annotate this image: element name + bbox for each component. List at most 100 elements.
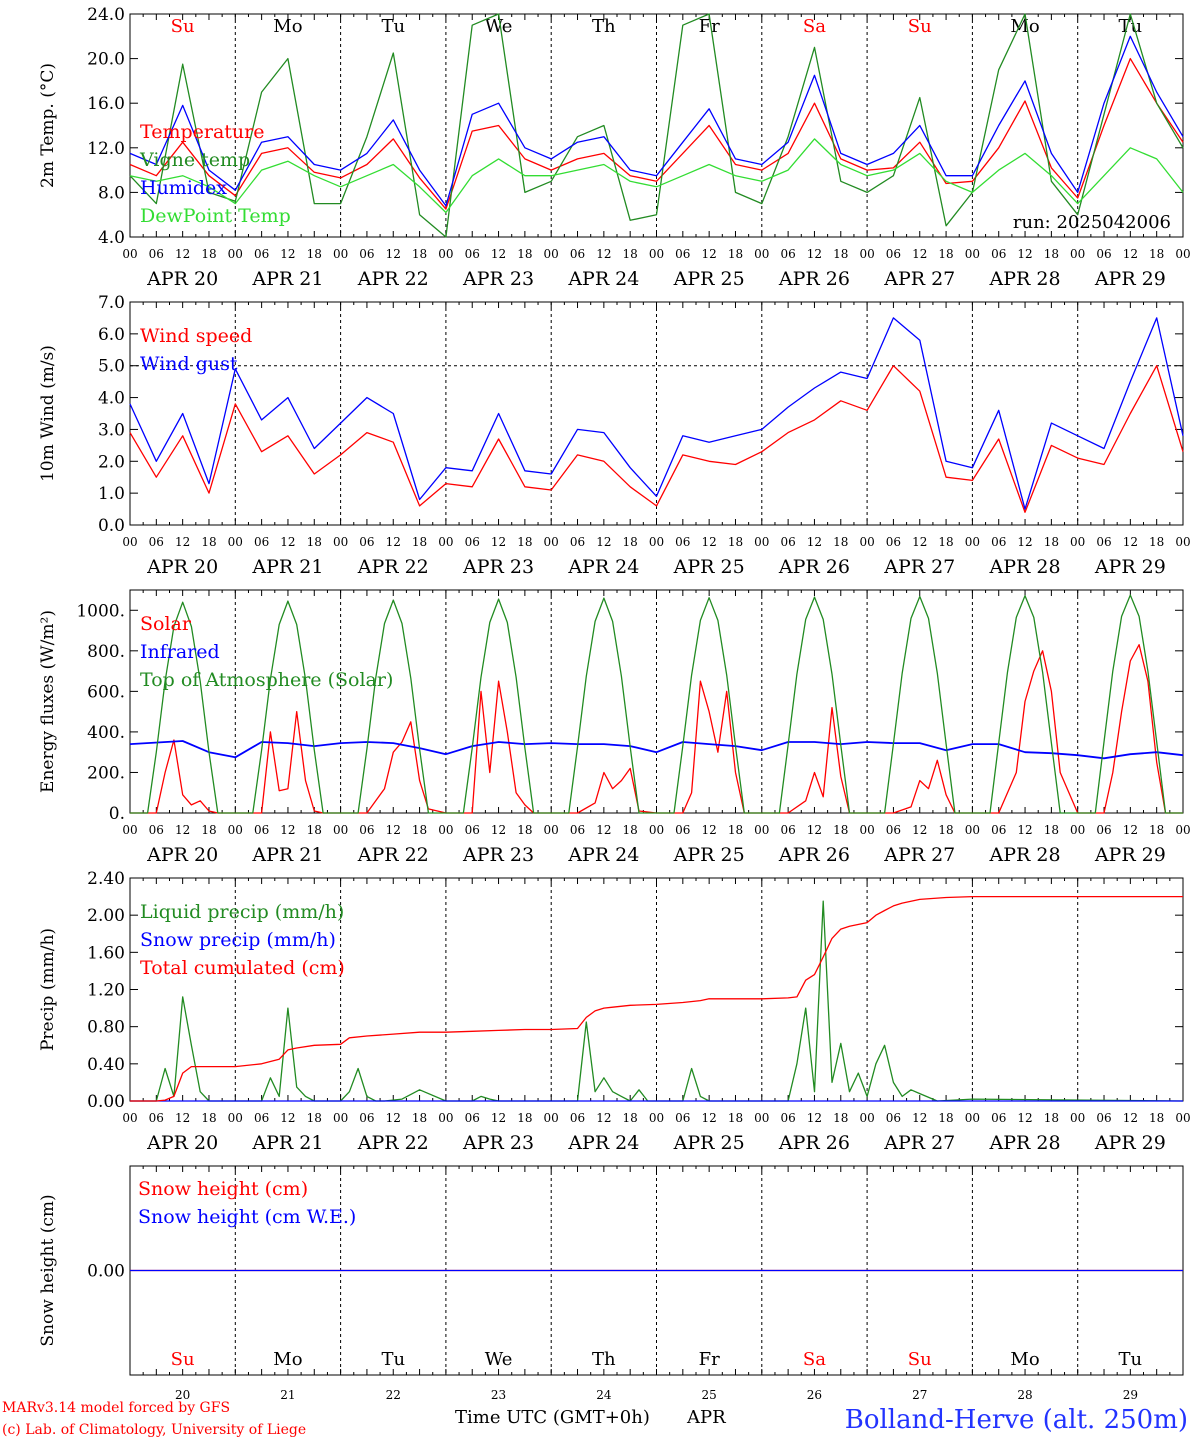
- precip-legend-entry: Snow precip (mm/h): [140, 929, 336, 951]
- wind-hour-label: 12: [807, 535, 822, 549]
- precip-ytick-label: 2.00: [87, 906, 125, 926]
- wind-hour-label: 00: [228, 535, 243, 549]
- energy-hour-label: 18: [728, 823, 743, 837]
- energy-hour-label: 12: [1123, 823, 1138, 837]
- snow-weekday-label: Mo: [273, 1349, 302, 1370]
- energy-hour-label: 00: [754, 823, 769, 837]
- wind-hour-label: 18: [1149, 535, 1164, 549]
- wind-hour-label: 00: [649, 535, 664, 549]
- wind-hour-label: 06: [359, 535, 374, 549]
- wind-ytick-label: 3.0: [98, 420, 125, 440]
- snow-day-number: 26: [807, 1388, 822, 1402]
- energy-hour-label: 00: [544, 823, 559, 837]
- temperature-series-line: [129, 138, 1184, 214]
- wind-hour-label: 00: [1070, 535, 1085, 549]
- snow-ylabel: Snow height (cm): [38, 1194, 58, 1346]
- temperature-weekday-label: Tu: [381, 16, 405, 37]
- wind-hour-label: 12: [1017, 535, 1032, 549]
- energy-legend-entry: Solar: [140, 613, 192, 635]
- precip-date-label: APR 25: [673, 1132, 745, 1154]
- temperature-ytick-label: 4.0: [98, 228, 125, 248]
- wind-hour-label: 06: [1096, 535, 1111, 549]
- precip-ytick-label: 0.80: [87, 1018, 125, 1038]
- energy-hour-label: 18: [1149, 823, 1164, 837]
- precip-hour-label: 12: [175, 1111, 190, 1125]
- snow-day-number: 23: [491, 1388, 506, 1402]
- wind-hour-label: 12: [491, 535, 506, 549]
- precip-ytick-label: 1.20: [87, 981, 125, 1001]
- snow-weekday-label: Mo: [1010, 1349, 1039, 1370]
- temperature-hour-label: 12: [491, 247, 506, 261]
- precip-hour-label: 18: [1149, 1111, 1164, 1125]
- wind-hour-label: 06: [254, 535, 269, 549]
- energy-hour-label: 06: [570, 823, 585, 837]
- energy-hour-label: 00: [228, 823, 243, 837]
- energy-ytick-label: 200.: [87, 763, 125, 783]
- temperature-weekday-label: Mo: [1010, 16, 1039, 37]
- wind-date-label: APR 20: [146, 556, 218, 578]
- panel-energy: 0. 200. 400. 600. 800. 1000. Energy fluxes (W/…: [38, 589, 1191, 866]
- energy-date-label: APR 22: [357, 844, 429, 866]
- snow-weekday-label: Sa: [803, 1349, 826, 1370]
- wind-hour-label: 18: [728, 535, 743, 549]
- precip-series-line: [130, 895, 1183, 1102]
- precip-hour-label: 12: [386, 1111, 401, 1125]
- wind-date-label: APR 26: [778, 556, 850, 578]
- temperature-weekday-label: We: [485, 16, 513, 37]
- temperature-date-label: APR 22: [357, 268, 429, 290]
- temperature-date-label: APR 28: [989, 268, 1061, 290]
- energy-hour-label: 12: [912, 823, 927, 837]
- temperature-hour-label: 18: [412, 247, 427, 261]
- temperature-weekday-label: Su: [908, 16, 932, 37]
- wind-date-label: APR 28: [989, 556, 1061, 578]
- precip-hour-label: 18: [517, 1111, 532, 1125]
- energy-date-label: APR 25: [673, 844, 745, 866]
- energy-date-label: APR 20: [146, 844, 218, 866]
- energy-hour-label: 06: [780, 823, 795, 837]
- temperature-hour-label: 06: [991, 247, 1006, 261]
- precip-hour-label: 06: [780, 1111, 795, 1125]
- precip-hour-label: 12: [912, 1111, 927, 1125]
- energy-hour-label: 00: [1175, 823, 1190, 837]
- precip-hour-label: 12: [1123, 1111, 1138, 1125]
- energy-hour-label: 00: [649, 823, 664, 837]
- energy-hour-label: 06: [359, 823, 374, 837]
- energy-hour-label: 06: [675, 823, 690, 837]
- temperature-hour-label: 12: [175, 247, 190, 261]
- wind-hour-label: 12: [702, 535, 717, 549]
- precip-hour-label: 00: [544, 1111, 559, 1125]
- temperature-frame: [129, 13, 1184, 238]
- panels: 4.0 8.0 12.0 16.0 20.0 24.0 2m Temp. (°C) 00 06 1…: [38, 5, 1191, 1402]
- temperature-hour-label: 18: [1044, 247, 1059, 261]
- temperature-hour-label: 18: [728, 247, 743, 261]
- temperature-weekday-label: Mo: [273, 16, 302, 37]
- energy-hour-label: 06: [149, 823, 164, 837]
- temperature-date-label: APR 24: [567, 268, 639, 290]
- energy-hour-label: 18: [623, 823, 638, 837]
- energy-hour-label: 12: [702, 823, 717, 837]
- snow-ytick-label: 0.00: [87, 1262, 125, 1282]
- snow-day-number: 22: [386, 1388, 401, 1402]
- precip-hour-label: 00: [859, 1111, 874, 1125]
- precip-hour-label: 12: [1017, 1111, 1032, 1125]
- energy-legend-entry: Top of Atmosphere (Solar): [140, 669, 393, 691]
- wind-ytick-label: 4.0: [98, 389, 125, 409]
- wind-hour-label: 18: [938, 535, 953, 549]
- temperature-date-label: APR 29: [1094, 268, 1166, 290]
- temperature-hour-label: 12: [1017, 247, 1032, 261]
- precip-hour-label: 06: [149, 1111, 164, 1125]
- wind-ytick-label: 6.0: [98, 325, 125, 345]
- snow-day-number: 20: [175, 1388, 190, 1402]
- energy-hour-label: 18: [833, 823, 848, 837]
- wind-hour-label: 12: [596, 535, 611, 549]
- temperature-hour-label: 06: [359, 247, 374, 261]
- temperature-hour-label: 06: [886, 247, 901, 261]
- snow-day-number: 28: [1017, 1388, 1032, 1402]
- precip-hour-label: 00: [754, 1111, 769, 1125]
- energy-hour-label: 12: [386, 823, 401, 837]
- temperature-hour-label: 06: [780, 247, 795, 261]
- precip-ylabel: Precip (mm/h): [38, 928, 58, 1051]
- precip-hour-label: 00: [228, 1111, 243, 1125]
- precip-hour-label: 00: [1070, 1111, 1085, 1125]
